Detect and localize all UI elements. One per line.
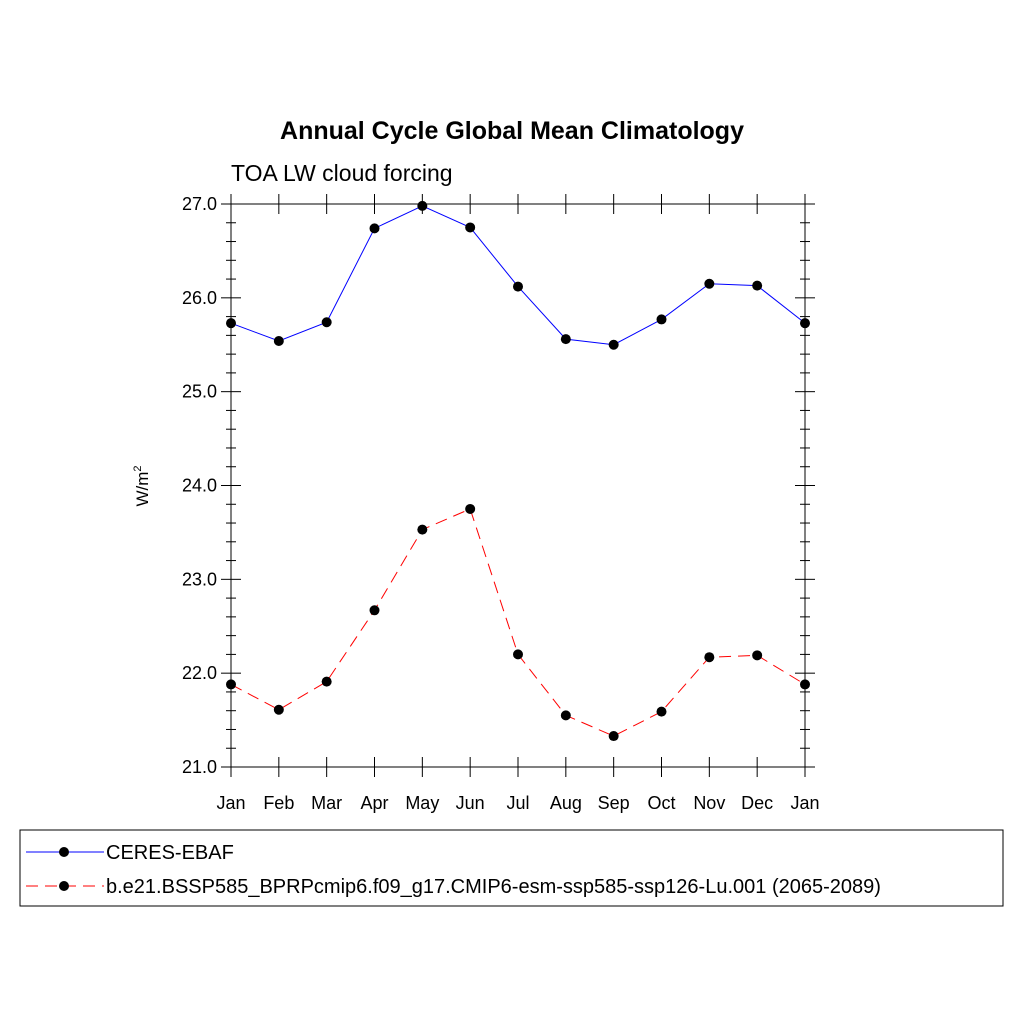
data-point	[369, 605, 380, 616]
x-tick-label: May	[405, 793, 439, 813]
legend-marker	[59, 847, 69, 857]
series-line-1	[230, 205, 806, 346]
data-point	[800, 318, 810, 329]
x-tick-label: Jan	[216, 793, 245, 813]
x-tick-label: Aug	[550, 793, 582, 813]
data-point	[513, 649, 523, 660]
y-axis-label: W/m2	[132, 465, 152, 506]
data-point	[656, 314, 667, 325]
x-tick-label: Oct	[647, 793, 675, 813]
data-point	[560, 710, 571, 721]
legend-entry-1: CERES-EBAF	[106, 842, 234, 864]
data-point	[656, 706, 667, 717]
data-point	[417, 200, 428, 211]
x-tick-label: Jan	[790, 793, 819, 813]
x-tick-label: Dec	[741, 793, 773, 813]
legend-entry-2: b.e21.BSSP585_BPRPcmip6.f09_g17.CMIP6-es…	[106, 876, 881, 898]
data-point	[321, 676, 332, 687]
y-tick-label: 21.0	[182, 757, 217, 777]
x-tick-label: Nov	[693, 793, 725, 813]
x-tick-label: Apr	[360, 793, 388, 813]
y-tick-label: 23.0	[182, 569, 217, 589]
legend-box	[19, 829, 1004, 907]
x-tick-label: Jul	[506, 793, 529, 813]
data-point	[226, 318, 236, 329]
data-point	[273, 704, 284, 715]
x-tick-label: Sep	[598, 793, 630, 813]
data-point	[560, 334, 571, 345]
y-tick-label: 22.0	[182, 663, 217, 683]
data-point	[226, 679, 236, 690]
y-tick-label: 27.0	[182, 194, 217, 214]
data-point	[321, 317, 332, 328]
data-point	[369, 223, 380, 234]
chart-title: Annual Cycle Global Mean Climatology	[280, 117, 744, 145]
data-point	[417, 524, 428, 535]
data-point	[513, 281, 523, 292]
data-point	[752, 650, 763, 661]
legend: CERES-EBAF b.e21.BSSP585_BPRPcmip6.f09_g1…	[19, 829, 1004, 907]
y-tick-label: 24.0	[182, 476, 217, 496]
data-point	[465, 222, 476, 233]
chart-subtitle: TOA LW cloud forcing	[231, 160, 453, 186]
data-point	[704, 652, 715, 663]
series-line-2	[230, 508, 806, 737]
y-tick-label: 25.0	[182, 382, 217, 402]
x-tick-label: Feb	[263, 793, 294, 813]
data-point	[465, 503, 476, 514]
y-tick-label: 26.0	[182, 288, 217, 308]
legend-marker	[59, 881, 69, 891]
plot-area: 21.0 22.0 23.0 24.0 25.0 26.0 27.0 Jan Feb Mar Apr…	[182, 194, 820, 813]
data-point	[273, 335, 284, 346]
x-tick-label: Mar	[311, 793, 342, 813]
data-point	[800, 679, 810, 690]
data-point	[704, 278, 715, 289]
data-point	[608, 731, 619, 742]
data-point	[608, 339, 619, 350]
y-axis-label-superscript: 2	[132, 465, 144, 471]
x-tick-label: Jun	[456, 793, 485, 813]
data-point	[752, 280, 763, 291]
